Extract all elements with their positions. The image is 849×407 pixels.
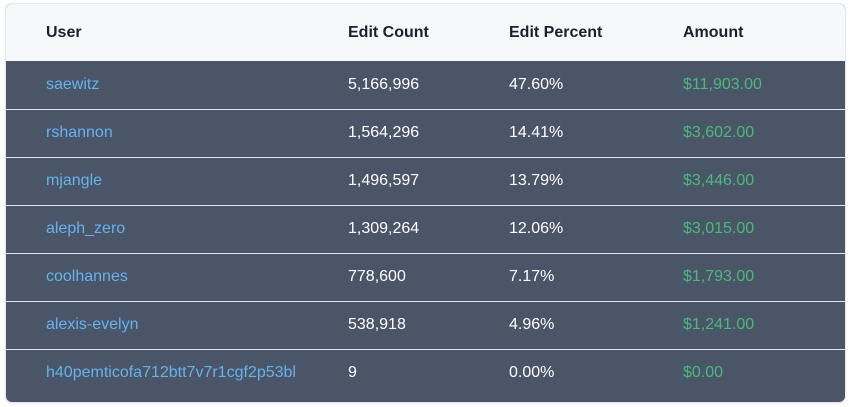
user-link[interactable]: saewitz [46, 75, 100, 93]
amount-cell: $3,602.00 [683, 124, 755, 141]
edit-count-cell: 1,496,597 [348, 172, 420, 189]
edit-count-cell: 538,918 [348, 316, 406, 333]
edit-percent-cell: 14.41% [509, 124, 564, 141]
header-user: User [46, 23, 82, 41]
user-cell: aleph_zero [6, 205, 348, 253]
user-link[interactable]: h40pemticofa712btt7v7r1cgf2p53bl [46, 364, 296, 382]
amount-cell: $11,903.00 [683, 75, 762, 93]
user-link[interactable]: aleph_zero [46, 220, 126, 237]
table-header: User Edit Count Edit Percent Amount [6, 4, 845, 61]
header-row: User Edit Count Edit Percent Amount [6, 4, 845, 61]
edit-percent-cell: 4.96% [509, 316, 555, 333]
edit-count-cell: 1,309,264 [348, 220, 420, 237]
user-link[interactable]: rshannon [46, 124, 113, 141]
user-cell: saewitz [6, 61, 348, 109]
user-link[interactable]: coolhannes [46, 268, 128, 285]
user-cell: h40pemticofa712btt7v7r1cgf2p53bl [6, 349, 348, 397]
table-row: mjangle 1,496,597 13.79% $3,446.00 [6, 157, 845, 205]
table-row: coolhannes 778,600 7.17% $1,793.00 [6, 253, 845, 301]
user-cell: coolhannes [6, 253, 348, 301]
edit-percent-cell: 13.79% [509, 172, 564, 189]
user-cell: rshannon [6, 109, 348, 157]
table-row: saewitz 5,166,996 47.60% $11,903.00 [6, 61, 845, 109]
user-cell: mjangle [6, 157, 348, 205]
header-amount: Amount [683, 23, 744, 41]
user-cell: alexis-evelyn [6, 301, 348, 349]
amount-cell: $3,446.00 [683, 172, 755, 189]
edit-percent-cell: 7.17% [509, 268, 555, 285]
user-link[interactable]: mjangle [46, 172, 103, 189]
edit-percent-cell: 12.06% [509, 220, 564, 237]
amount-cell: $0.00 [683, 364, 724, 382]
user-link[interactable]: alexis-evelyn [46, 316, 139, 333]
header-edit-count: Edit Count [348, 23, 429, 41]
header-edit-percent: Edit Percent [509, 23, 603, 41]
edit-percent-cell: 47.60% [509, 75, 564, 93]
table-row: alexis-evelyn 538,918 4.96% $1,241.00 [6, 301, 845, 349]
table-body: saewitz 5,166,996 47.60% $11,903.00 rsha… [6, 61, 845, 397]
leaderboard-table: User Edit Count Edit Percent Amount saew… [6, 4, 845, 397]
amount-cell: $1,241.00 [683, 316, 755, 333]
edit-count-cell: 5,166,996 [348, 75, 420, 93]
amount-cell: $3,015.00 [683, 220, 755, 237]
edit-count-cell: 1,564,296 [348, 124, 420, 141]
edit-percent-cell: 0.00% [509, 364, 555, 382]
amount-cell: $1,793.00 [683, 268, 755, 285]
leaderboard-table-card: User Edit Count Edit Percent Amount saew… [6, 4, 845, 402]
edit-count-cell: 9 [348, 364, 357, 382]
table-row: h40pemticofa712btt7v7r1cgf2p53bl 9 0.00%… [6, 349, 845, 397]
table-row: aleph_zero 1,309,264 12.06% $3,015.00 [6, 205, 845, 253]
table-row: rshannon 1,564,296 14.41% $3,602.00 [6, 109, 845, 157]
edit-count-cell: 778,600 [348, 268, 406, 285]
